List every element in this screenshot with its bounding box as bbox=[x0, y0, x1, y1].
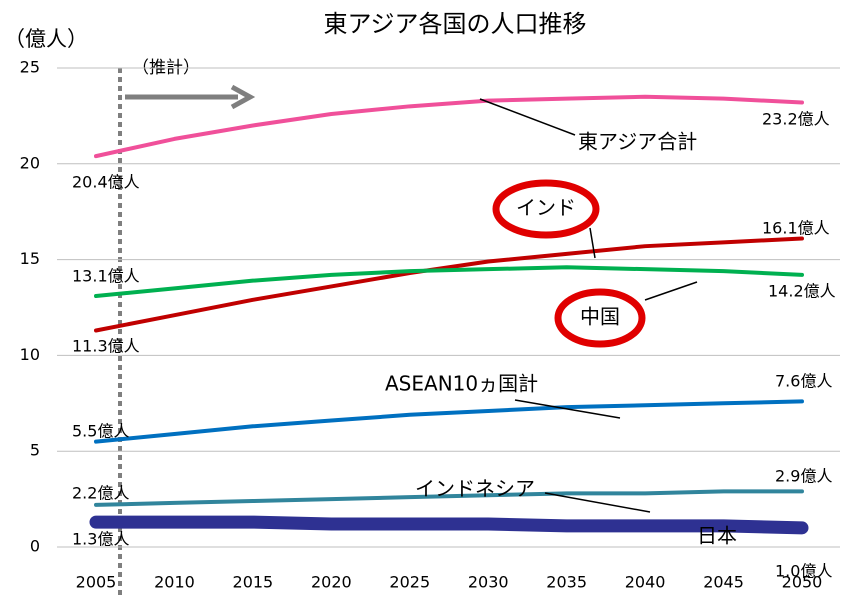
series-name: ASEAN10ヵ国計 bbox=[385, 372, 538, 396]
leader-line bbox=[544, 492, 651, 513]
highlight-ring bbox=[492, 179, 600, 239]
x-tick-label: 2025 bbox=[389, 573, 430, 592]
y-tick-label: 10 bbox=[20, 345, 40, 364]
y-tick-label: 20 bbox=[20, 153, 40, 172]
leader-line bbox=[589, 227, 596, 259]
series-line bbox=[94, 489, 804, 507]
y-axis-label: （億人） bbox=[4, 27, 88, 51]
x-tick-label: 2035 bbox=[546, 573, 587, 592]
highlight-ring bbox=[554, 288, 646, 348]
y-tick-label: 5 bbox=[30, 441, 40, 460]
series-line bbox=[94, 236, 804, 333]
series-name: 日本 bbox=[697, 524, 737, 548]
value-label: 23.2億人 bbox=[762, 110, 830, 129]
x-tick-label: 2030 bbox=[468, 573, 509, 592]
series-line bbox=[94, 94, 804, 159]
leader-line bbox=[644, 281, 698, 301]
x-tick-label: 2050 bbox=[782, 573, 823, 592]
series-line bbox=[94, 265, 804, 299]
series-line bbox=[94, 399, 804, 444]
value-label: 11.3億人 bbox=[72, 337, 140, 356]
x-tick-label: 2020 bbox=[311, 573, 352, 592]
leader-line bbox=[514, 399, 621, 419]
series-name: 中国 bbox=[580, 305, 620, 329]
value-label: 13.1億人 bbox=[72, 267, 140, 286]
x-tick-label: 2045 bbox=[703, 573, 744, 592]
value-label: 7.6億人 bbox=[775, 372, 832, 391]
value-label: 2.9億人 bbox=[775, 467, 832, 486]
y-tick-label: 0 bbox=[30, 537, 40, 556]
x-tick-label: 2040 bbox=[625, 573, 666, 592]
value-label: 2.2億人 bbox=[72, 484, 129, 503]
value-label: 16.1億人 bbox=[762, 219, 830, 238]
x-tick-label: 2005 bbox=[76, 573, 117, 592]
x-tick-label: 2010 bbox=[154, 573, 195, 592]
chart-title: 東アジア各国の人口推移 bbox=[323, 10, 586, 38]
series-name: インドネシア bbox=[415, 477, 535, 501]
value-label: 1.3億人 bbox=[72, 530, 129, 549]
series-line bbox=[89, 515, 809, 535]
value-label: 20.4億人 bbox=[72, 173, 140, 192]
y-tick-label: 25 bbox=[20, 58, 40, 77]
series-name: 東アジア合計 bbox=[578, 130, 697, 154]
forecast-arrow-head bbox=[230, 84, 256, 110]
value-label: 1.0億人 bbox=[775, 562, 832, 581]
value-label: 14.2億人 bbox=[768, 282, 836, 301]
leader-line bbox=[479, 98, 576, 136]
value-label: 5.5億人 bbox=[72, 422, 129, 441]
x-tick-label: 2015 bbox=[233, 573, 274, 592]
y-tick-label: 15 bbox=[20, 249, 40, 268]
series-name: インド bbox=[516, 196, 576, 220]
